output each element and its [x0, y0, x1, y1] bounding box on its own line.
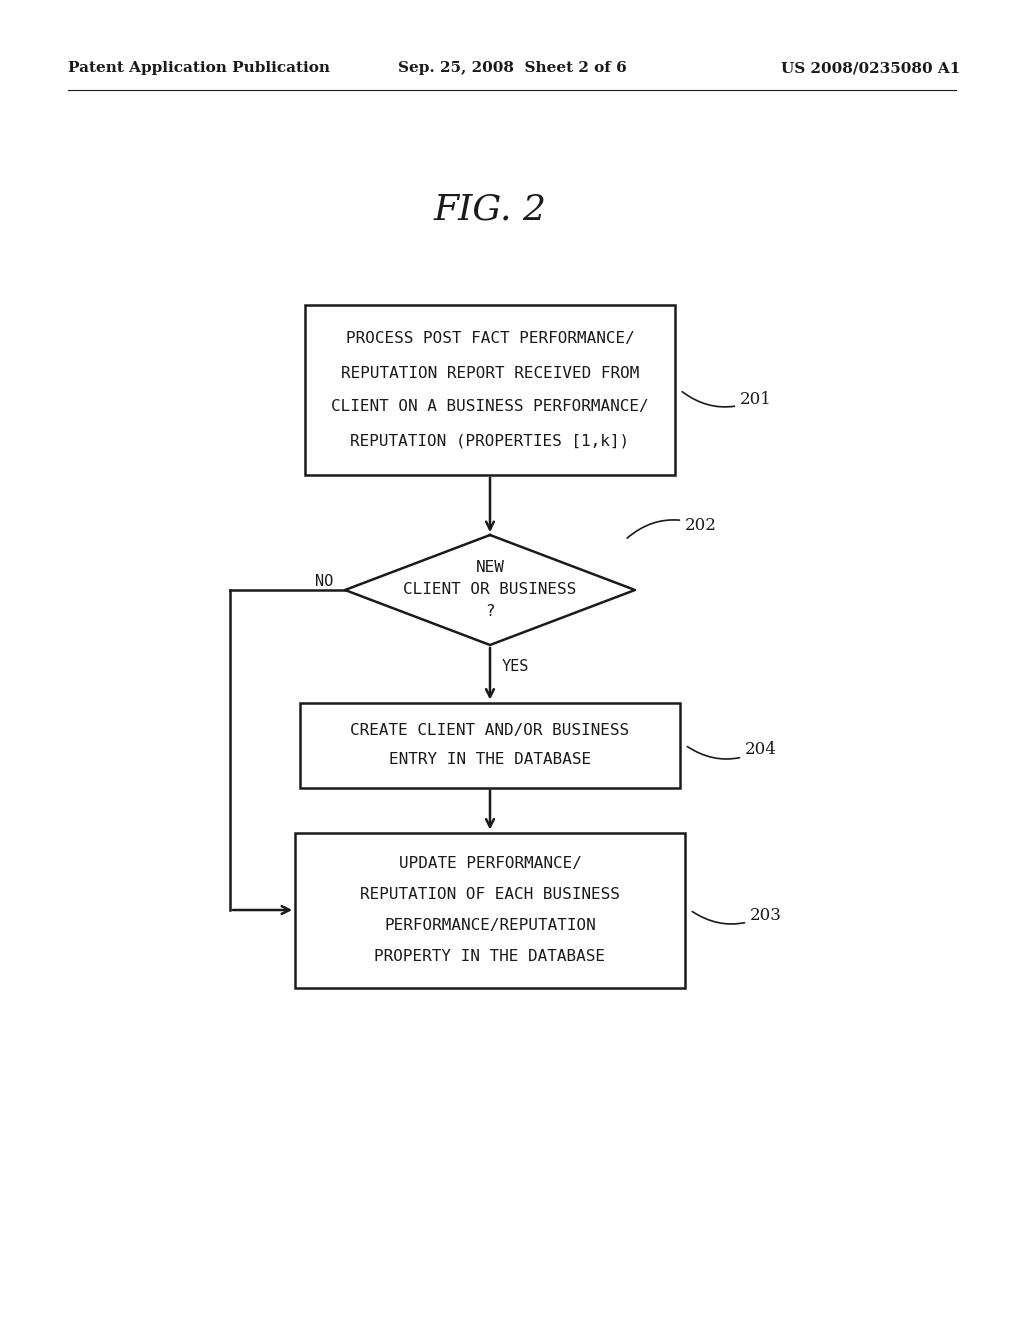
Text: ENTRY IN THE DATABASE: ENTRY IN THE DATABASE — [389, 751, 591, 767]
Text: UPDATE PERFORMANCE/: UPDATE PERFORMANCE/ — [398, 855, 582, 871]
Text: NO: NO — [314, 574, 333, 590]
Text: PERFORMANCE/REPUTATION: PERFORMANCE/REPUTATION — [384, 917, 596, 933]
Text: REPUTATION REPORT RECEIVED FROM: REPUTATION REPORT RECEIVED FROM — [341, 366, 639, 380]
Text: US 2008/0235080 A1: US 2008/0235080 A1 — [780, 61, 961, 75]
Text: YES: YES — [502, 659, 529, 675]
Text: Sep. 25, 2008  Sheet 2 of 6: Sep. 25, 2008 Sheet 2 of 6 — [397, 61, 627, 75]
Text: 201: 201 — [682, 392, 772, 408]
Bar — [295, 833, 685, 987]
Text: Patent Application Publication: Patent Application Publication — [68, 61, 330, 75]
Text: 203: 203 — [692, 907, 782, 924]
Text: CLIENT OR BUSINESS: CLIENT OR BUSINESS — [403, 582, 577, 598]
Text: ?: ? — [485, 605, 495, 619]
Text: PROPERTY IN THE DATABASE: PROPERTY IN THE DATABASE — [375, 949, 605, 964]
Text: CREATE CLIENT AND/OR BUSINESS: CREATE CLIENT AND/OR BUSINESS — [350, 723, 630, 738]
Text: REPUTATION (PROPERTIES [1,k]): REPUTATION (PROPERTIES [1,k]) — [350, 433, 630, 449]
Text: REPUTATION OF EACH BUSINESS: REPUTATION OF EACH BUSINESS — [360, 887, 620, 902]
Text: FIG. 2: FIG. 2 — [433, 193, 547, 227]
Text: 202: 202 — [627, 516, 717, 539]
Bar — [300, 702, 680, 788]
Bar — [305, 305, 675, 475]
Text: 204: 204 — [687, 742, 777, 759]
Text: PROCESS POST FACT PERFORMANCE/: PROCESS POST FACT PERFORMANCE/ — [346, 331, 635, 346]
Text: NEW: NEW — [475, 561, 505, 576]
Text: CLIENT ON A BUSINESS PERFORMANCE/: CLIENT ON A BUSINESS PERFORMANCE/ — [331, 400, 649, 414]
